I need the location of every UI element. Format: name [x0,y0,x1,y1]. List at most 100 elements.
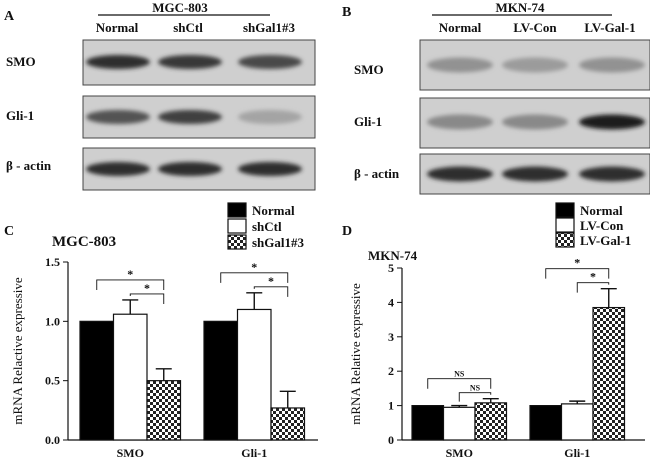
legend-swatch-2 [555,232,575,248]
y-tick-label: 3 [388,330,394,344]
band-r1-l1 [502,114,568,130]
y-tick-label: 5 [388,261,394,275]
bar-LV-Con-SMO [442,406,476,441]
legend-label-0: Normal [252,203,295,218]
bar-Normal-Gli-1 [529,405,563,441]
bar-shCtl-SMO [112,313,148,441]
band-r2-l1 [158,162,222,176]
panel-a-lane-normal: Normal [96,20,139,35]
band-r1-l2 [579,114,645,130]
band-r2-l1 [502,166,568,182]
band-r2-l2 [238,162,302,176]
y-tick-label: 1.5 [45,255,60,269]
panel-a-letter: A [4,9,15,24]
band-r2-l0 [427,166,493,182]
y-tick-label: 1 [388,399,394,413]
legend-swatch-0 [227,202,247,218]
panel-b-row-gli1: Gli-1 [354,114,382,129]
significance-bracket [253,286,289,297]
panel-b-cell-line: MKN-74 [495,0,545,15]
panel-c-letter: C [4,224,14,239]
significance-mark: NS [454,370,465,379]
significance-mark: * [144,281,150,295]
bar-shGal1#3-Gli-1 [270,407,306,441]
legend-label-0: Normal [580,203,623,218]
category-label: SMO [117,446,144,460]
panel-a-row-smo: SMO [6,54,36,69]
bar-LV-Gal-1-Gli-1 [592,306,626,441]
panel-d: D MKN-74 mRNA Relative expressive 0 1 2 3 4 5 SM… [342,202,645,460]
band-r0-l1 [502,57,568,73]
significance-bracket [427,378,492,389]
y-axis-label: mRNA Relactive expressive [10,277,25,425]
y-tick-label: 0 [388,433,394,447]
panel-b: B MKN-74 Normal LV-Con LV-Gal-1 SMO Gli-… [342,0,650,195]
band-r0-l1 [158,55,222,69]
bar-shGal1#3-SMO [146,380,182,441]
chart-title: MGC-803 [52,234,116,250]
bar-LV-Con-Gli-1 [560,403,594,441]
band-r0-l2 [579,57,645,73]
category-label: SMO [446,446,473,460]
panel-a-cell-line: MGC-803 [152,0,208,15]
legend-swatch-0 [555,202,575,218]
chart-title: MKN-74 [368,248,418,263]
significance-bracket [458,392,492,402]
panel-a-bands [86,55,302,176]
significance-bracket [576,282,610,293]
panel-a-lane-shctl: shCtl [173,20,203,35]
panel-b-letter: B [342,5,351,20]
panel-b-lane-normal: Normal [439,20,482,35]
y-tick-label: 0.5 [45,374,60,388]
chart-d: MKN-74 mRNA Relative expressive 0 1 2 3 4 5 SMO G… [348,202,645,460]
legend-swatch-1 [227,218,247,234]
band-r1-l0 [427,114,493,130]
panel-c: C MGC-803 mRNA Relactive expressive 0.0 0.5… [4,202,318,460]
significance-mark: NS [470,384,481,393]
bar-Normal-Gli-1 [203,320,239,441]
panel-b-bands [427,57,645,182]
legend-label-1: shCtl [252,219,282,234]
bar-shCtl-Gli-1 [236,308,272,441]
band-r0-l2 [238,55,302,69]
y-tick-label: 2 [388,364,394,378]
y-tick-label: 1.0 [45,314,60,328]
significance-mark: * [127,267,133,281]
bar-Normal-SMO [411,405,445,441]
band-r0-l0 [427,57,493,73]
band-r2-l2 [579,166,645,182]
significance-mark: * [590,270,596,284]
legend-swatch-1 [555,217,575,233]
legend-label-2: shGal1#3 [252,235,305,250]
band-r1-l2 [238,110,302,124]
band-r2-l0 [86,162,150,176]
bar-LV-Gal-1-SMO [474,402,508,441]
band-r1-l0 [86,110,150,124]
panel-b-row-actin: β - actin [354,166,400,181]
panel-b-lane-lvgal1: LV-Gal-1 [584,20,635,35]
legend-label-2: LV-Gal-1 [580,233,631,248]
panel-a-row-gli1: Gli-1 [6,108,34,123]
panel-a-lane-shgal1: shGal1#3 [243,20,296,35]
legend-swatch-2 [227,234,247,250]
panel-b-lane-lvcon: LV-Con [513,20,557,35]
significance-bracket [96,279,165,290]
y-tick-label: 4 [388,295,394,309]
bar-Normal-SMO [79,320,115,441]
category-label: Gli-1 [241,446,267,460]
panel-b-row-smo: SMO [354,62,384,77]
panel-a-row-actin: β - actin [6,158,52,173]
category-label: Gli-1 [564,446,590,460]
legend-label-1: LV-Con [580,218,624,233]
significance-bracket [129,293,165,304]
y-axis-label: mRNA Relative expressive [348,283,363,425]
significance-mark: * [574,256,580,270]
chart-c: MGC-803 mRNA Relactive expressive 0.0 0.5 1.… [10,202,318,460]
panel-d-letter: D [342,224,352,239]
panel-a: A MGC-803 Normal shCtl shGal1#3 SMO Gli-… [4,0,316,191]
significance-bracket [545,268,610,279]
significance-bracket [220,272,289,283]
band-r1-l1 [158,110,222,124]
significance-mark: * [268,274,274,288]
